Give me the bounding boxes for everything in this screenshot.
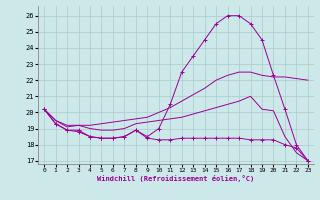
X-axis label: Windchill (Refroidissement éolien,°C): Windchill (Refroidissement éolien,°C) bbox=[97, 175, 255, 182]
